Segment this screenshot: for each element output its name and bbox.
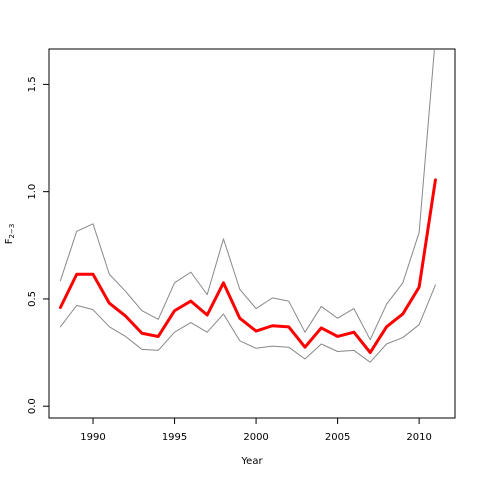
- y-axis: 0.0 0.5 1.0 1.5: [27, 76, 49, 414]
- x-tick-label: 1990: [80, 432, 105, 443]
- y-tick-label: 0.5: [27, 291, 38, 307]
- x-tick-label: 2010: [406, 432, 431, 443]
- series-layer: [58, 49, 437, 363]
- y-axis-title: F2−3: [4, 224, 16, 245]
- series-line-2: [59, 49, 435, 341]
- plot-frame: [48, 48, 456, 419]
- x-tick-label: 1995: [162, 432, 187, 443]
- x-tick-label: 2005: [325, 432, 350, 443]
- y-tick-label: 1.0: [27, 184, 38, 200]
- x-axis: 1990 1995 2000 2005 2010: [80, 418, 432, 443]
- x-tick-label: 2000: [243, 432, 268, 443]
- series-line-1: [58, 178, 437, 355]
- y-axis-title-main: F: [4, 238, 15, 244]
- y-axis-title-subscript: 2−3: [8, 224, 16, 239]
- x-axis-title: Year: [240, 456, 263, 467]
- series-line-3: [59, 284, 436, 363]
- y-tick-label: 0.0: [27, 398, 38, 414]
- y-tick-label: 1.5: [27, 76, 38, 92]
